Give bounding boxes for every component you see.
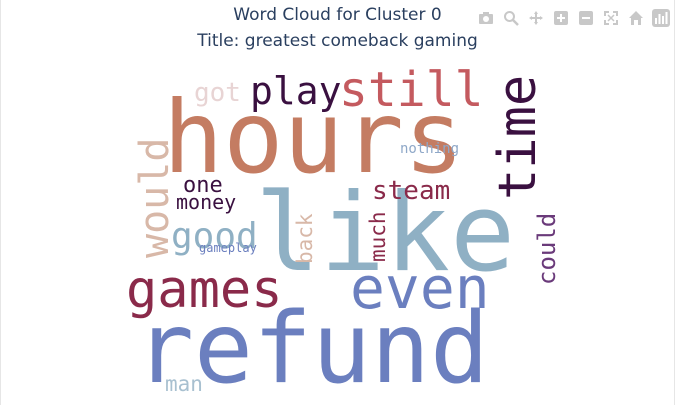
word-games: games [126, 260, 283, 320]
word-still: still [339, 62, 484, 118]
word-one: one [183, 173, 223, 198]
word-could: could [533, 213, 561, 285]
word-even: even [350, 254, 490, 322]
word-would: would [132, 138, 178, 258]
chart-title: Word Cloud for Cluster 0 [233, 5, 442, 25]
zoom-icon[interactable] [501, 8, 521, 28]
zoom-out-icon[interactable] [576, 8, 596, 28]
word-money: money [176, 190, 236, 214]
word-hours: hours [163, 79, 464, 196]
modebar [476, 8, 671, 28]
pan-icon[interactable] [526, 8, 546, 28]
word-refund: refund [135, 292, 489, 405]
chart-subtitle: Title: greatest comeback gaming [197, 31, 478, 51]
word-steam: steam [372, 176, 450, 206]
word-like: like [255, 171, 515, 296]
word-time: time [488, 75, 548, 200]
plotly-logo-icon[interactable] [651, 8, 671, 28]
word-man: man [165, 372, 203, 396]
word-much: much [366, 211, 390, 262]
autoscale-icon[interactable] [601, 8, 621, 28]
word-gameplay: gameplay [199, 241, 257, 255]
word-got: got [194, 78, 241, 108]
reset-axes-icon[interactable] [626, 8, 646, 28]
word-good: good [171, 216, 258, 257]
camera-icon[interactable] [476, 8, 496, 28]
word-back: back [293, 213, 317, 264]
word-nothing: nothing [400, 141, 459, 157]
word-play: play [250, 69, 342, 113]
zoom-in-icon[interactable] [551, 8, 571, 28]
